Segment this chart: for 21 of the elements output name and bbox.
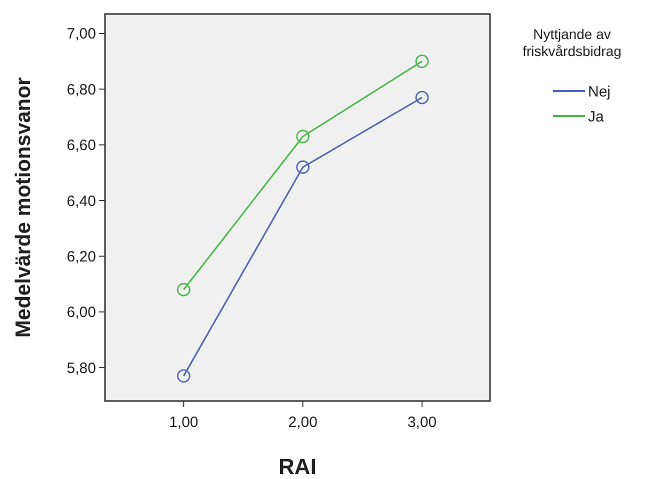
- point: [176, 282, 190, 296]
- y-axis-title: Medelvärde motionsvanor: [12, 77, 35, 338]
- x-tick-label: 2,00: [288, 414, 318, 431]
- legend-label: Nej: [588, 83, 611, 100]
- legend-title: Nyttjande av friskvårdsbidrag: [522, 26, 622, 59]
- y-tick-label: 6,80: [66, 81, 96, 98]
- legend-label: Ja: [588, 108, 604, 126]
- point: [415, 54, 429, 68]
- x-axis-title: RAI: [278, 454, 316, 479]
- x-tick-label: 1,00: [169, 414, 198, 431]
- point: [296, 160, 310, 174]
- y-tick-label: 6,20: [66, 248, 96, 266]
- y-tick-label: 6,00: [66, 304, 96, 322]
- y-tick-label: 5,80: [66, 360, 96, 377]
- y-tick-label: 6,40: [66, 192, 96, 210]
- point: [176, 369, 190, 383]
- point: [415, 90, 429, 104]
- x-tick-label: 3,00: [407, 414, 437, 431]
- point: [296, 130, 310, 144]
- y-tick-label: 6,60: [66, 137, 96, 154]
- y-tick-label: 7,00: [66, 26, 96, 43]
